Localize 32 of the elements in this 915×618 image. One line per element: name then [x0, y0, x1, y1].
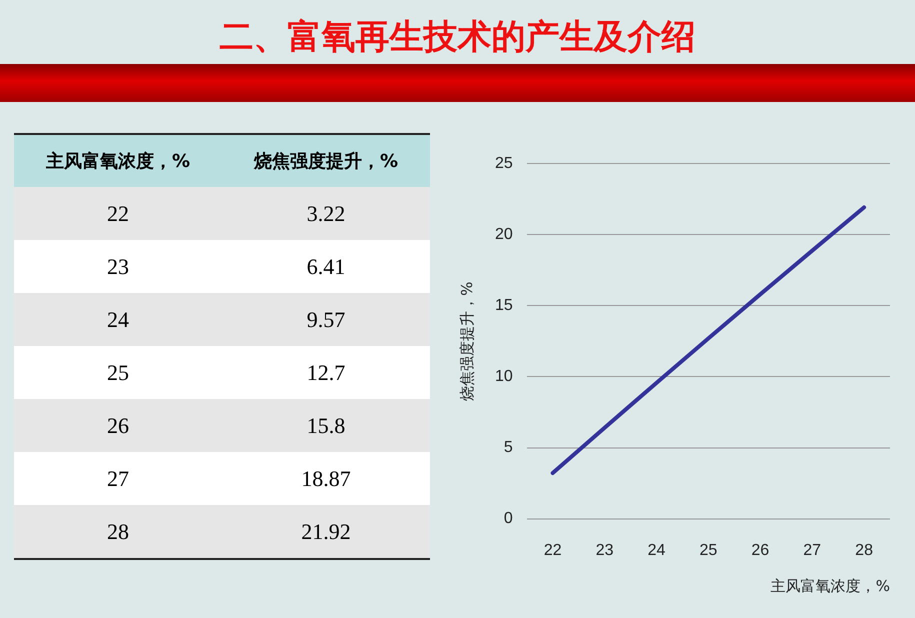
category-label: 24 — [107, 306, 129, 332]
category-label: 28 — [107, 518, 129, 544]
x-tick-label: 26 — [751, 542, 770, 559]
text: 12.7 — [222, 346, 430, 399]
y-tick-label: 20 — [495, 226, 513, 244]
text: 主风富氧浓度，% — [46, 151, 190, 172]
text: 9.57 — [222, 293, 430, 346]
y-tick-label: 15 — [495, 297, 513, 314]
x-tick-label: 23 — [596, 542, 614, 559]
category-label: 22 — [107, 200, 129, 226]
text: 3.22 — [222, 187, 430, 240]
y-tick-label: 0 — [504, 510, 513, 528]
x-axis-title: 主风富氧浓度，% — [770, 576, 890, 595]
text: 6.41 — [222, 240, 430, 293]
x-tick-label: 27 — [803, 542, 822, 559]
x-tick-label: 28 — [855, 542, 874, 559]
y-axis-title: 烧焦强度提升，% — [458, 282, 476, 401]
y-tick-label: 25 — [495, 155, 513, 172]
x-tick-label: 24 — [648, 542, 666, 559]
chart-title: 二、富氧再生技术的产生及介绍 — [218, 16, 696, 59]
category-label: 27 — [107, 466, 129, 490]
category-label: 25 — [107, 360, 129, 384]
y-tick-label: 10 — [495, 368, 513, 386]
category-label: 23 — [107, 254, 129, 278]
x-tick-label: 22 — [544, 542, 562, 559]
text: 21.92 — [222, 505, 430, 559]
text: 15.8 — [222, 399, 430, 452]
x-tick-label: 25 — [700, 542, 718, 559]
y-tick-label: 5 — [504, 439, 513, 456]
text: 烧焦强度提升，% — [254, 151, 398, 172]
text: 18.87 — [222, 452, 430, 505]
category-label: 26 — [107, 412, 129, 438]
